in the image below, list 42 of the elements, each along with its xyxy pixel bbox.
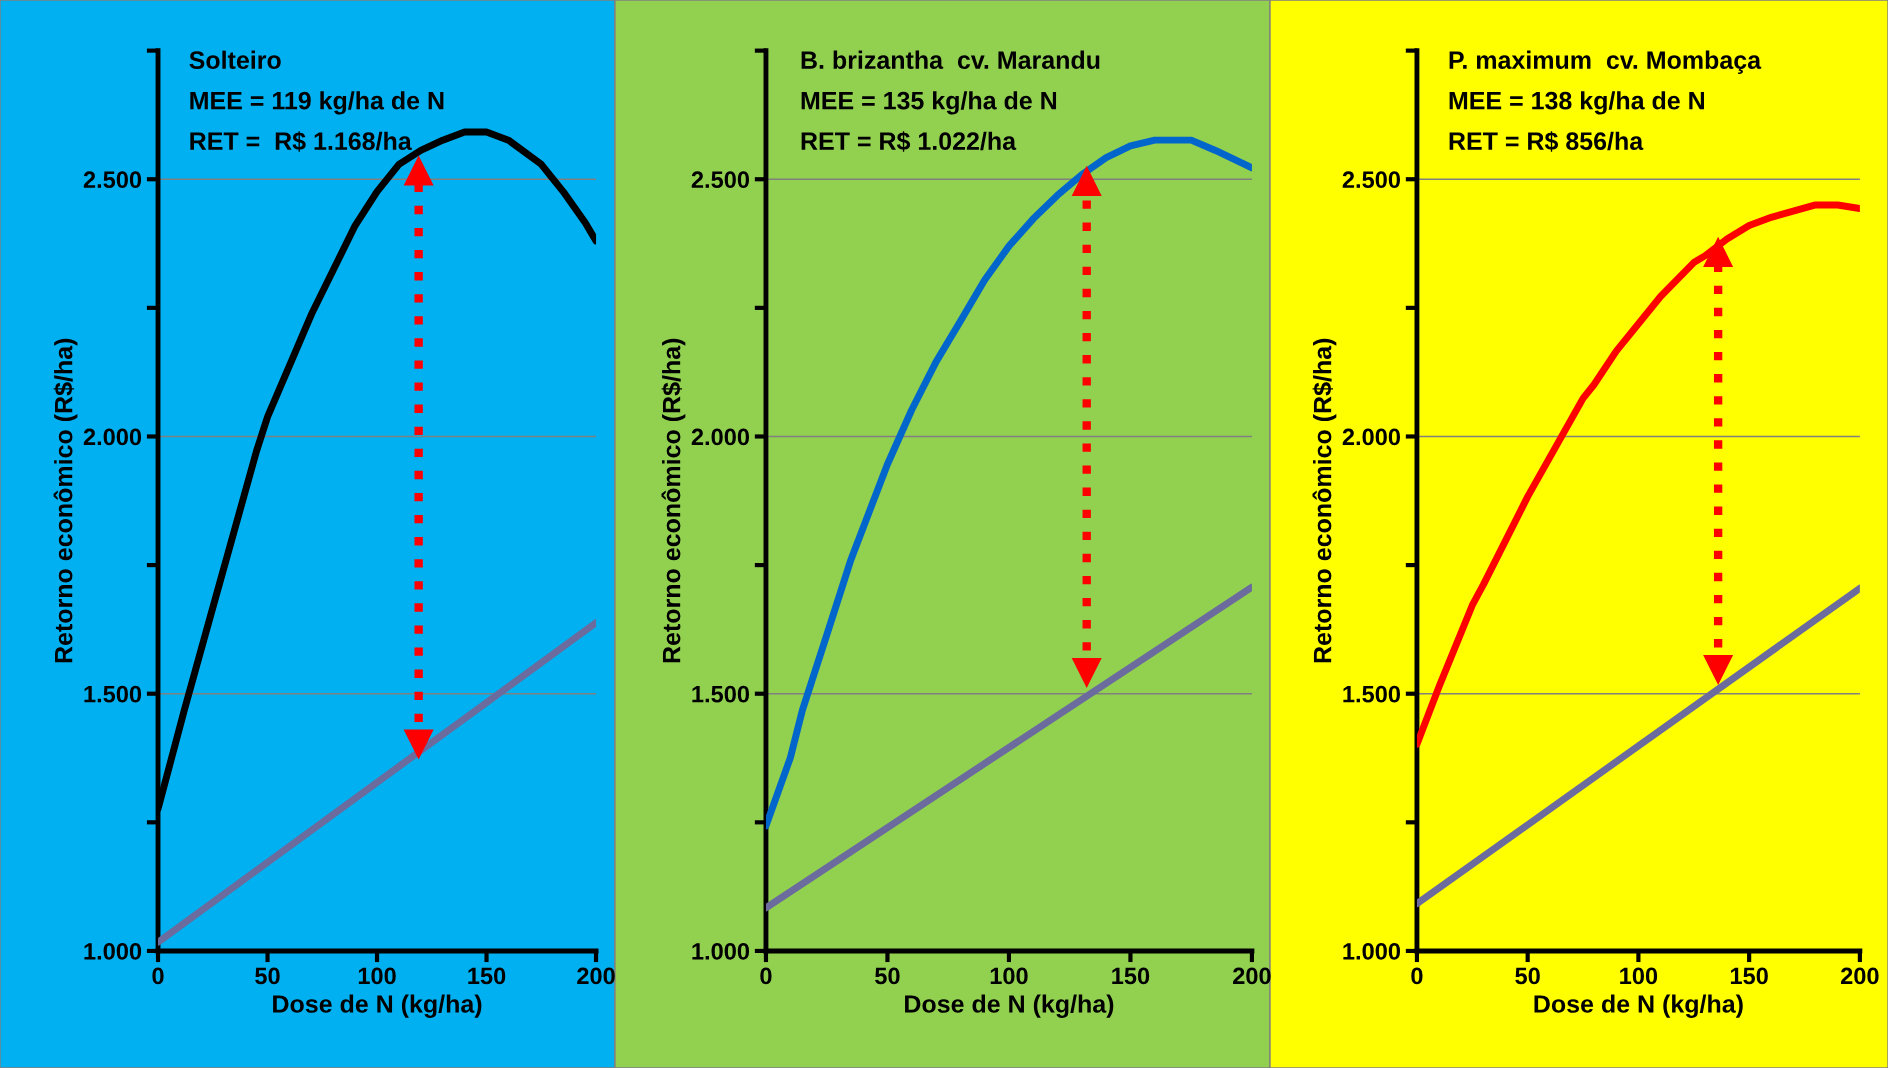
x-axis-title: Dose de N (kg/ha) bbox=[905, 994, 1114, 1018]
y-axis-title: Retorno econômico (R$/ha) bbox=[1312, 338, 1337, 663]
chart-title: B. brizantha cv. Marandu bbox=[801, 50, 1100, 69]
y-axis-title: Retorno econômico (R$/ha) bbox=[661, 338, 686, 663]
x-tick-label: 50 bbox=[875, 967, 900, 985]
x-tick-label: 100 bbox=[990, 967, 1028, 985]
y-tick-label: 1.000 bbox=[692, 943, 750, 960]
annotation: RET = R$ 856/ha bbox=[1449, 131, 1644, 152]
y-axis-title: Retorno econômico (R$/ha) bbox=[53, 338, 78, 663]
x-tick-label: 50 bbox=[1515, 967, 1540, 985]
y-tick-label: 1.500 bbox=[1343, 685, 1401, 703]
x-tick-label: 0 bbox=[760, 967, 772, 985]
y-tick-label: 1.000 bbox=[1343, 943, 1401, 960]
y-tick-label: 2.000 bbox=[83, 428, 142, 446]
annotation: MEE = 119 kg/ha de N bbox=[190, 91, 444, 115]
x-tick-label: 150 bbox=[1730, 967, 1768, 985]
y-tick-label: 1.500 bbox=[84, 685, 142, 703]
annotation: RET = R$ 1.022/ha bbox=[801, 131, 1017, 152]
y-tick-label: 2.500 bbox=[1342, 171, 1401, 189]
x-axis-title: Dose de N (kg/ha) bbox=[273, 994, 482, 1018]
x-tick-label: 100 bbox=[1620, 967, 1658, 985]
x-tick-label: 200 bbox=[577, 967, 615, 985]
y-tick-label: 1.000 bbox=[84, 943, 142, 960]
chart-title: Solteiro bbox=[189, 50, 281, 69]
x-tick-label: 150 bbox=[468, 967, 506, 985]
annotation: MEE = 135 kg/ha de N bbox=[801, 91, 1057, 115]
y-tick-label: 2.500 bbox=[691, 171, 750, 189]
chart-title: P. maximum cv. Mombaça bbox=[1449, 50, 1762, 74]
annotation: MEE = 138 kg/ha de N bbox=[1449, 91, 1704, 115]
x-tick-label: 100 bbox=[358, 967, 396, 985]
x-tick-label: 150 bbox=[1112, 967, 1150, 985]
x-tick-label: 50 bbox=[255, 967, 280, 985]
y-tick-label: 2.000 bbox=[691, 428, 750, 446]
y-tick-label: 1.500 bbox=[692, 685, 750, 703]
y-tick-label: 2.500 bbox=[83, 171, 142, 189]
x-axis-title: Dose de N (kg/ha) bbox=[1534, 994, 1743, 1018]
x-tick-label: 0 bbox=[152, 967, 164, 985]
x-tick-label: 200 bbox=[1840, 967, 1879, 985]
annotation: RET = R$ 1.168/ha bbox=[190, 131, 412, 152]
y-tick-label: 2.000 bbox=[1342, 428, 1401, 446]
x-tick-label: 200 bbox=[1233, 967, 1271, 985]
x-tick-label: 0 bbox=[1411, 967, 1423, 985]
